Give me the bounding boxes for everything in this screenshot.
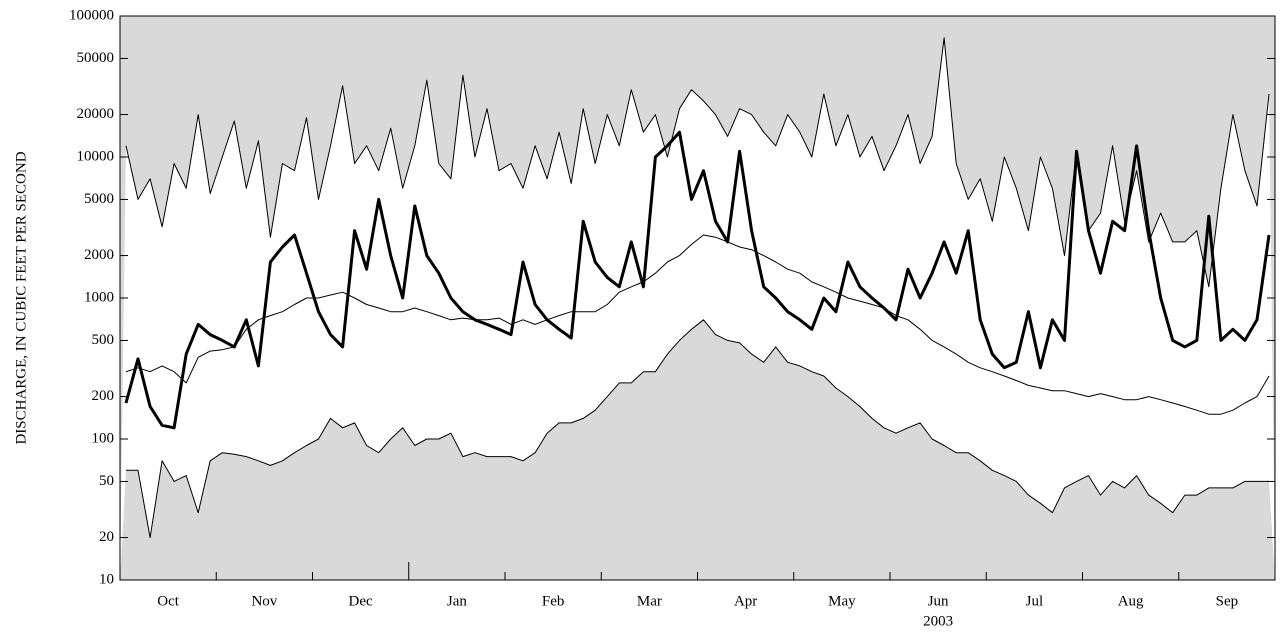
series-line — [125, 234, 1270, 415]
series-line — [124, 130, 1271, 430]
series-line — [126, 319, 1269, 539]
x-tick-label: Jul — [1026, 593, 1044, 609]
x-tick-label: Apr — [734, 593, 757, 609]
x-tick-label: Oct — [157, 593, 179, 609]
y-axis-label: DISCHARGE, IN CUBIC FEET PER SECOND — [13, 151, 29, 444]
x-tick-label: Aug — [1118, 593, 1144, 609]
y-tick-label: 1000 — [84, 289, 114, 305]
y-tick-label: 200 — [92, 388, 115, 404]
x-tick-label: Nov — [251, 593, 277, 609]
y-tick-label: 20000 — [77, 106, 115, 122]
y-tick-label: 10000 — [77, 148, 115, 164]
y-tick-label: 10 — [99, 571, 114, 587]
x-tick-label: Dec — [349, 593, 373, 609]
y-tick-label: 5000 — [84, 191, 114, 207]
y-tick-label: 50 — [99, 473, 114, 489]
x-tick-label: Jan — [447, 593, 467, 609]
x-tick-label: May — [828, 593, 856, 609]
year-label: 2003 — [923, 613, 953, 629]
x-tick-label: Feb — [542, 593, 565, 609]
y-tick-label: 100 — [92, 430, 115, 446]
shaded-area — [120, 319, 1275, 580]
y-tick-label: 2000 — [84, 247, 114, 263]
y-tick-label: 500 — [92, 332, 115, 348]
y-tick-label: 100000 — [69, 7, 114, 23]
y-tick-label: 20 — [99, 529, 114, 545]
x-tick-label: Mar — [637, 593, 662, 609]
y-tick-label: 50000 — [77, 50, 115, 66]
x-tick-label: Sep — [1216, 593, 1239, 609]
x-tick-label: Jun — [928, 593, 949, 609]
